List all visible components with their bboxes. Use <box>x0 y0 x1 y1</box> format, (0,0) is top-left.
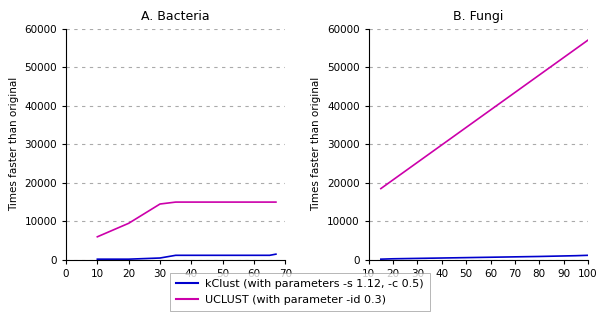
Title: A. Bacteria: A. Bacteria <box>142 10 210 23</box>
Y-axis label: Times faster than original: Times faster than original <box>311 77 322 211</box>
Y-axis label: Times faster than original: Times faster than original <box>9 77 19 211</box>
Legend: kClust (with parameters -s 1.12, -c 0.5), UCLUST (with parameter -id 0.3): kClust (with parameters -s 1.12, -c 0.5)… <box>170 273 430 311</box>
Title: B. Fungi: B. Fungi <box>453 10 503 23</box>
